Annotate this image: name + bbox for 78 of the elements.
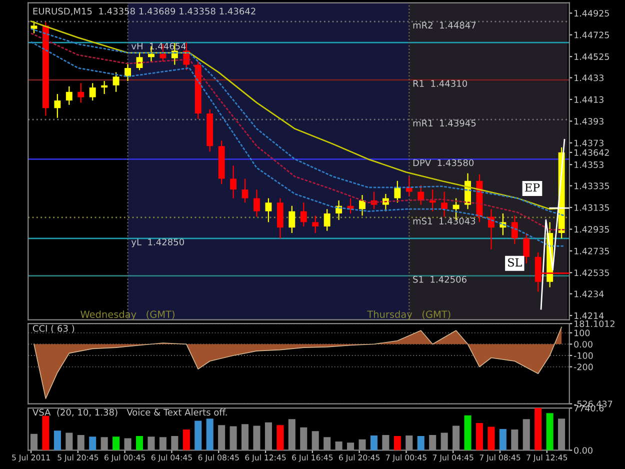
candlestick [230, 165, 237, 199]
y-tick-label: 1.42935 [574, 226, 609, 233]
chart-title: EURUSD,M15 1.43358 1.43689 1.43358 1.43642 [33, 8, 256, 16]
y-tick-label: 1.44525 [574, 53, 609, 60]
candlestick [242, 178, 248, 204]
bar [54, 430, 61, 450]
y-tick-label: 1.4353 [574, 161, 604, 168]
annotation: Thursday (GMT) [367, 310, 450, 320]
annotation: Wednesday (GMT) [80, 310, 174, 320]
y-tick-label: 1.4393 [574, 118, 604, 125]
y-tick-label: 1.4413 [574, 96, 604, 103]
y-tick-label: 0.00 [574, 447, 592, 454]
candlestick [312, 215, 319, 234]
chart-title: CCI ( 63 ) [32, 324, 74, 333]
candlestick [300, 202, 307, 228]
bar [394, 436, 401, 450]
ref-line-label: S1 1.42506 [413, 276, 467, 283]
annotation: SL [508, 258, 522, 267]
y-tick-label: -200 [574, 364, 593, 370]
candlestick [66, 86, 72, 106]
bar [182, 430, 190, 450]
candlestick [429, 189, 436, 212]
candlestick [89, 82, 96, 102]
ref-line-label: mR1 1.43945 [413, 120, 476, 127]
ref-line-label: R1 1.44310 [413, 80, 468, 87]
y-tick-label: 1.4234 [574, 290, 604, 298]
candlestick [265, 198, 272, 223]
bar [194, 420, 202, 450]
bar [42, 416, 50, 450]
candlestick [488, 208, 494, 250]
y-tick-label: 1.44725 [574, 32, 609, 38]
ref-line-label: mS1 1.43043 [413, 218, 476, 224]
y-tick-label: 0.00 [574, 340, 592, 348]
y-tick-label: 100 [574, 330, 590, 336]
chart-title: VSA (20, 10, 1.38) Voice & Text Alerts off. [32, 408, 227, 417]
bar [464, 415, 472, 450]
candlestick [288, 205, 296, 234]
y-tick-label: 1.4433 [574, 74, 604, 82]
bar [276, 425, 284, 450]
y-tick-label: -100 [574, 352, 593, 359]
candlestick [124, 63, 131, 82]
y-tick-label: 1.44925 [574, 10, 609, 17]
candlestick [54, 93, 61, 118]
bar [206, 418, 214, 450]
bar [417, 436, 424, 450]
y-tick-label: 1.43642 [574, 149, 609, 156]
y-tick-label: 1.43335 [574, 182, 609, 190]
ref-line-label: DPV 1.43580 [413, 159, 474, 166]
candlestick [324, 208, 330, 232]
candlestick [418, 184, 424, 206]
candlestick [112, 72, 120, 92]
candlestick [78, 82, 84, 104]
bar [499, 428, 506, 450]
candlestick [394, 180, 401, 204]
ref-line-label: yL 1.42850 [131, 238, 184, 248]
bar [546, 413, 554, 450]
bar [112, 436, 120, 450]
bar [488, 426, 495, 450]
candlestick [359, 194, 366, 216]
y-tick-label: 181.1012 [574, 320, 614, 328]
bar [534, 408, 542, 450]
line-series [540, 138, 566, 310]
bar [89, 436, 96, 450]
candlestick [523, 232, 530, 264]
ref-line-label: mR2 1.44847 [413, 22, 476, 29]
y-tick-label: 1.43135 [574, 204, 609, 211]
bar [476, 422, 484, 450]
candlestick [101, 80, 108, 95]
y-tick-label: 1.4214 [574, 312, 604, 319]
candlestick [511, 215, 518, 244]
y-tick-label: 1.4373 [574, 140, 604, 146]
bar [136, 436, 144, 450]
candlestick [254, 189, 260, 218]
y-tick-label: 1.42535 [574, 269, 609, 276]
candlestick [441, 191, 448, 218]
bar [370, 436, 378, 450]
y-tick-label: 1.42735 [574, 248, 609, 254]
annotation: EP [525, 183, 540, 192]
